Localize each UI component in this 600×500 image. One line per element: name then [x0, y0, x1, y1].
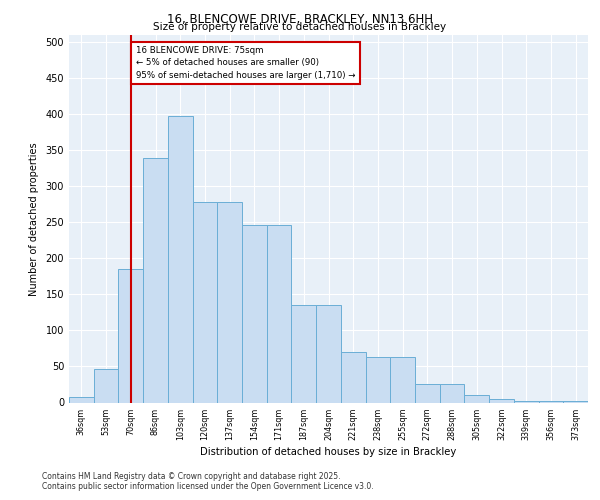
Bar [217, 202, 242, 402]
Bar [415, 384, 440, 402]
Text: Contains HM Land Registry data © Crown copyright and database right 2025.
Contai: Contains HM Land Registry data © Crown c… [42, 472, 374, 491]
Bar [464, 396, 489, 402]
Bar [341, 352, 365, 403]
Text: 16 BLENCOWE DRIVE: 75sqm
← 5% of detached houses are smaller (90)
95% of semi-de: 16 BLENCOWE DRIVE: 75sqm ← 5% of detache… [136, 46, 355, 80]
Bar [539, 401, 563, 402]
Bar [168, 116, 193, 403]
Bar [514, 401, 539, 402]
Bar [69, 398, 94, 402]
Bar [143, 158, 168, 402]
Y-axis label: Number of detached properties: Number of detached properties [29, 142, 38, 296]
Bar [292, 305, 316, 402]
Bar [193, 202, 217, 402]
Bar [489, 399, 514, 402]
X-axis label: Distribution of detached houses by size in Brackley: Distribution of detached houses by size … [200, 447, 457, 457]
Text: Size of property relative to detached houses in Brackley: Size of property relative to detached ho… [154, 22, 446, 32]
Bar [365, 357, 390, 403]
Bar [242, 225, 267, 402]
Bar [267, 225, 292, 402]
Bar [94, 370, 118, 402]
Text: 16, BLENCOWE DRIVE, BRACKLEY, NN13 6HH: 16, BLENCOWE DRIVE, BRACKLEY, NN13 6HH [167, 12, 433, 26]
Bar [390, 357, 415, 403]
Bar [563, 401, 588, 402]
Bar [316, 305, 341, 402]
Bar [440, 384, 464, 402]
Bar [118, 269, 143, 402]
